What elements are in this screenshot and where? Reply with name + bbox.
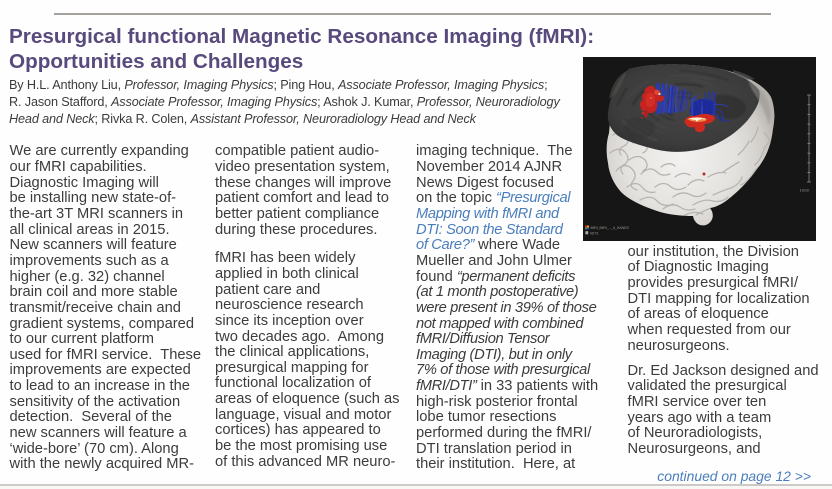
svg-text:fMRI_fMRI_..._lt_HANDS: fMRI_fMRI_..._lt_HANDS [591, 226, 630, 230]
svg-text:10cm: 10cm [800, 187, 810, 192]
svg-text:9DT3: 9DT3 [590, 231, 598, 235]
